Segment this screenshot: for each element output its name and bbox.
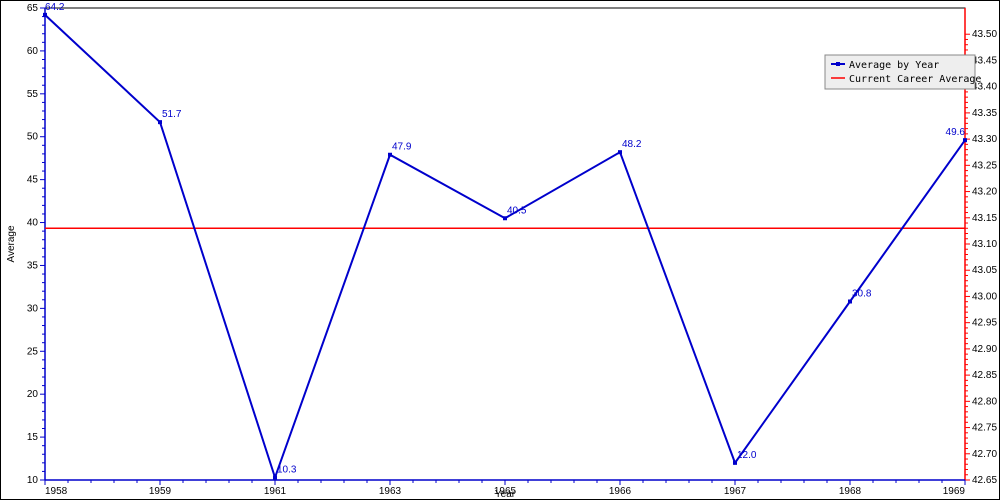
data-label: 48.2: [622, 139, 642, 150]
svg-text:1969: 1969: [943, 486, 966, 497]
svg-text:65: 65: [27, 3, 39, 14]
data-label: 30.8: [852, 288, 872, 299]
svg-text:42.95: 42.95: [972, 318, 997, 329]
svg-text:42.70: 42.70: [972, 449, 997, 460]
data-label: 64.2: [45, 2, 65, 13]
chart-container: 10 15 20 25 30 35 40 45 50 55 60 65 Average 42.65 42.7…: [0, 0, 1000, 500]
data-label: 49.6: [946, 127, 966, 138]
data-marker: [43, 13, 47, 17]
legend-label: Average by Year: [849, 60, 939, 71]
svg-text:1968: 1968: [839, 486, 862, 497]
data-label: 51.7: [162, 109, 182, 120]
svg-text:43.50: 43.50: [972, 29, 997, 40]
svg-text:42.65: 42.65: [972, 475, 997, 486]
svg-text:42.80: 42.80: [972, 396, 997, 407]
data-marker: [848, 299, 852, 303]
svg-text:25: 25: [27, 346, 39, 357]
svg-text:35: 35: [27, 260, 39, 271]
svg-text:42.90: 42.90: [972, 344, 997, 355]
svg-text:1958: 1958: [45, 486, 68, 497]
svg-text:43.20: 43.20: [972, 187, 997, 198]
line-chart: 10 15 20 25 30 35 40 45 50 55 60 65 Average 42.65 42.7…: [0, 0, 1000, 500]
svg-text:45: 45: [27, 175, 39, 186]
data-marker: [158, 120, 162, 124]
svg-text:15: 15: [27, 432, 39, 443]
data-marker: [618, 150, 622, 154]
svg-text:40: 40: [27, 218, 39, 229]
svg-text:1961: 1961: [264, 486, 287, 497]
data-marker: [388, 153, 392, 157]
svg-text:10: 10: [27, 475, 39, 486]
svg-text:1966: 1966: [609, 486, 632, 497]
svg-text:43.45: 43.45: [972, 55, 997, 66]
svg-text:43.10: 43.10: [972, 239, 997, 250]
svg-text:42.85: 42.85: [972, 370, 997, 381]
data-label: 10.3: [277, 464, 297, 475]
data-marker: [503, 216, 507, 220]
svg-text:43.35: 43.35: [972, 108, 997, 119]
svg-text:Average: Average: [6, 225, 17, 263]
svg-text:42.75: 42.75: [972, 423, 997, 434]
legend-label: Current Career Average: [849, 74, 981, 85]
svg-text:43.30: 43.30: [972, 134, 997, 145]
svg-text:1963: 1963: [379, 486, 402, 497]
svg-text:60: 60: [27, 46, 39, 57]
data-marker: [733, 461, 737, 465]
svg-text:43.05: 43.05: [972, 265, 997, 276]
svg-text:20: 20: [27, 389, 39, 400]
svg-text:43.25: 43.25: [972, 160, 997, 171]
svg-text:55: 55: [27, 89, 39, 100]
svg-text:Year: Year: [495, 489, 516, 500]
data-marker: [963, 138, 967, 142]
svg-text:30: 30: [27, 303, 39, 314]
data-label: 47.9: [392, 142, 412, 153]
data-label: 12.0: [737, 450, 757, 461]
data-marker: [273, 475, 277, 479]
svg-text:50: 50: [27, 132, 39, 143]
data-label: 40.5: [507, 205, 527, 216]
svg-text:1967: 1967: [724, 486, 747, 497]
svg-text:43.15: 43.15: [972, 213, 997, 224]
svg-text:1959: 1959: [149, 486, 172, 497]
svg-text:43.00: 43.00: [972, 291, 997, 302]
